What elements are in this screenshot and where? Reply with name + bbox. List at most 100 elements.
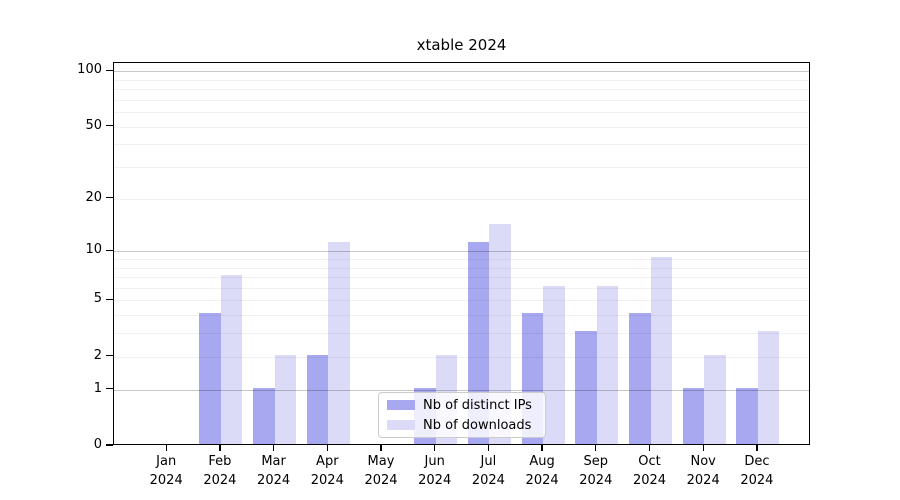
gridline-minor <box>114 198 809 200</box>
y-tick-label: 1 <box>93 380 102 396</box>
x-tick-year: 2024 <box>364 473 398 488</box>
x-tick-year: 2024 <box>310 473 344 488</box>
bar-downloads-dec <box>757 331 780 444</box>
bar-distinct-ips-nov <box>682 387 705 444</box>
gridline-minor <box>114 112 809 114</box>
bar-distinct-ips-apr <box>306 354 329 444</box>
x-tick-month: Jun <box>424 454 445 469</box>
x-tick-label-feb: Feb 2024 <box>192 452 248 490</box>
x-tick-label-may: May 2024 <box>353 452 409 490</box>
bar-downloads-oct <box>650 257 672 444</box>
x-tick-mark <box>702 445 704 451</box>
x-tick-year: 2024 <box>203 473 237 488</box>
plot-area <box>113 62 810 445</box>
y-tick-label: 0 <box>93 437 102 452</box>
gridline-minor <box>114 144 809 146</box>
chart-title: xtable 2024 <box>416 36 507 54</box>
y-tick-label: 50 <box>85 117 102 133</box>
gridline-minor <box>114 300 809 302</box>
y-tick-mark <box>106 355 113 357</box>
legend-swatch-downloads <box>387 420 415 430</box>
x-tick-year: 2024 <box>525 473 559 488</box>
gridline-minor <box>114 259 809 260</box>
x-tick-year: 2024 <box>257 473 291 488</box>
bar-downloads-nov <box>704 354 726 444</box>
x-tick-label-nov: Nov 2024 <box>675 452 731 490</box>
x-tick-label-sep: Sep 2024 <box>568 452 624 490</box>
gridline-minor <box>114 287 809 289</box>
x-tick-month: Dec <box>744 454 770 469</box>
x-tick-mark <box>326 445 328 451</box>
x-tick-month: Aug <box>529 454 555 469</box>
x-tick-label-apr: Apr 2024 <box>299 452 355 490</box>
x-tick-year: 2024 <box>418 473 452 488</box>
gridline-minor <box>114 277 809 279</box>
gridline-major <box>114 251 809 253</box>
gridline-minor <box>114 89 809 91</box>
x-tick-mark <box>595 445 597 451</box>
y-tick-mark <box>106 298 113 301</box>
y-tick-mark <box>106 197 113 199</box>
y-tick-mark <box>106 69 113 71</box>
bar-distinct-ips-sep <box>575 331 597 444</box>
y-tick-label: 100 <box>77 62 102 78</box>
gridline-minor <box>114 267 809 269</box>
x-tick-month: Jul <box>480 454 497 469</box>
bar-distinct-ips-mar <box>253 387 275 444</box>
bar-distinct-ips-feb <box>199 313 221 444</box>
x-tick-month: May <box>367 454 395 469</box>
x-tick-month: Apr <box>316 454 339 469</box>
x-tick-month: Jan <box>156 454 177 469</box>
y-tick-label: 5 <box>93 291 102 307</box>
x-tick-year: 2024 <box>579 473 613 488</box>
x-tick-mark <box>219 445 221 451</box>
legend: Nb of distinct IPs Nb of downloads <box>378 392 546 438</box>
x-tick-label-aug: Aug 2024 <box>514 452 570 490</box>
x-tick-month: Mar <box>261 454 286 469</box>
x-tick-mark <box>165 445 167 451</box>
x-tick-mark <box>434 445 436 451</box>
x-tick-mark <box>756 445 758 451</box>
y-tick-label: 20 <box>85 189 102 205</box>
gridline-minor <box>114 126 809 128</box>
x-tick-label-jan: Jan 2024 <box>138 452 194 490</box>
gridline-minor <box>114 167 809 169</box>
bar-downloads-jul <box>489 224 511 444</box>
bar-downloads-mar <box>274 354 297 444</box>
y-tick-mark <box>106 444 113 446</box>
x-tick-year: 2024 <box>632 473 667 488</box>
y-tick-mark <box>106 249 113 251</box>
legend-label-downloads: Nb of downloads <box>423 417 532 433</box>
x-tick-year: 2024 <box>149 473 183 488</box>
x-tick-month: Feb <box>208 454 232 469</box>
x-tick-year: 2024 <box>686 473 720 488</box>
legend-item-distinct-ips: Nb of distinct IPs <box>379 397 545 414</box>
x-tick-label-oct: Oct 2024 <box>622 452 678 490</box>
bar-distinct-ips-oct <box>629 313 651 444</box>
x-tick-month: Nov <box>690 454 716 469</box>
x-tick-label-dec: Dec 2024 <box>729 452 785 490</box>
bar-distinct-ips-dec <box>736 387 758 444</box>
bar-downloads-aug <box>543 285 565 444</box>
x-tick-month: Oct <box>638 454 661 469</box>
gridline-major <box>114 71 809 73</box>
x-tick-label-mar: Mar 2024 <box>246 452 302 490</box>
x-tick-year: 2024 <box>740 473 774 488</box>
y-tick-mark <box>106 125 113 127</box>
gridline-minor <box>114 99 809 101</box>
legend-swatch-distinct-ips <box>387 400 415 410</box>
legend-item-downloads: Nb of downloads <box>379 417 545 434</box>
bar-downloads-sep <box>596 285 619 444</box>
x-tick-mark <box>487 445 490 451</box>
y-tick-mark <box>106 388 113 390</box>
gridline-minor <box>114 79 809 81</box>
bar-downloads-feb <box>220 275 243 444</box>
x-tick-year: 2024 <box>471 473 505 488</box>
x-tick-month: Sep <box>583 454 609 469</box>
x-tick-mark <box>272 445 275 451</box>
y-tick-label: 2 <box>93 347 102 363</box>
x-tick-mark <box>541 445 543 451</box>
x-tick-mark <box>648 445 651 451</box>
x-tick-label-jul: Jul 2024 <box>460 452 516 490</box>
